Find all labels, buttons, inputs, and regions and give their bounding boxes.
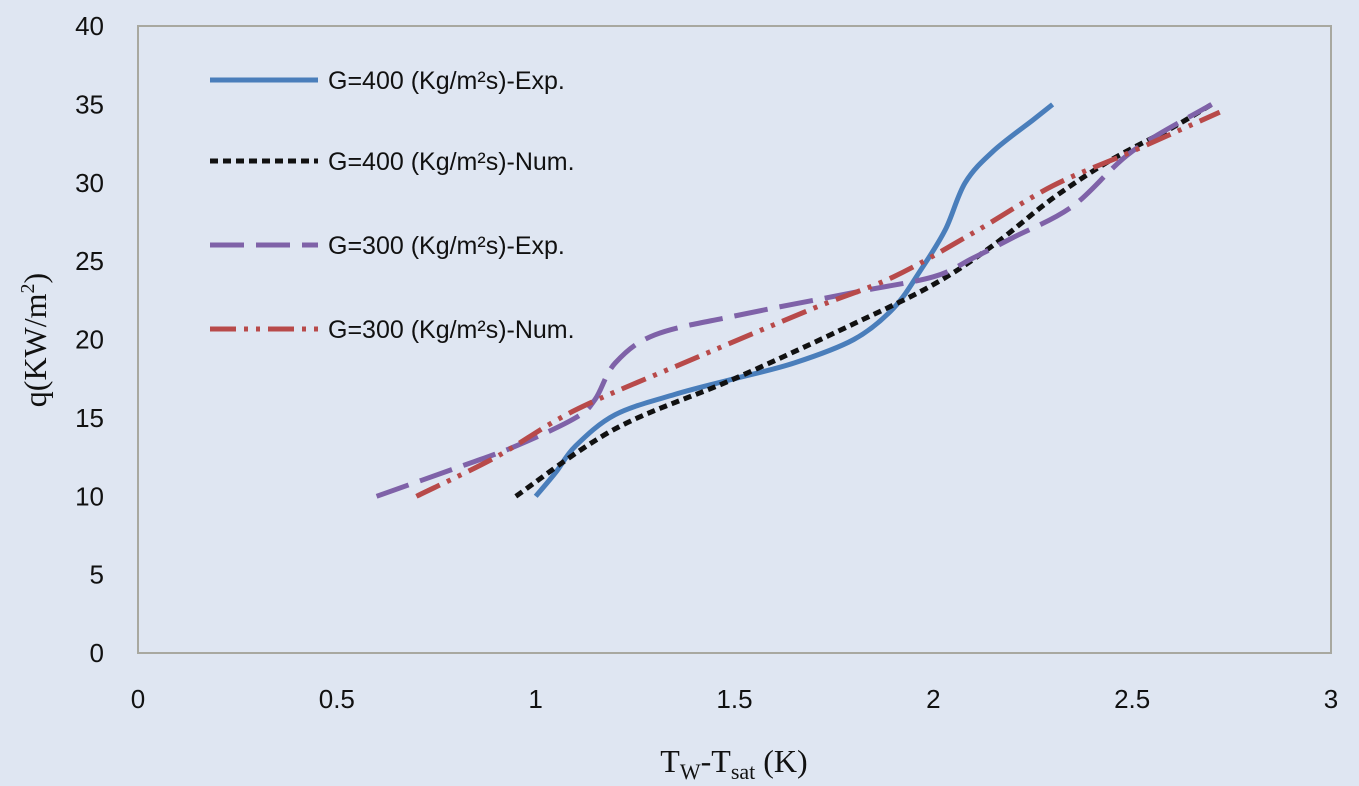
- x-tick-label: 0.5: [319, 684, 355, 714]
- series-line-g300-exp: [375, 102, 1213, 499]
- y-tick-label: 10: [75, 481, 104, 511]
- series-lines: [375, 102, 1221, 499]
- series-line-g300-num: [415, 109, 1221, 499]
- legend: G=400 (Kg/m²s)-Exp. G=400 (Kg/m²s)-Num. …: [210, 67, 575, 344]
- x-tick-label: 2: [926, 684, 940, 714]
- y-tick-label: 30: [75, 168, 104, 198]
- y-tick-label: 40: [75, 11, 104, 41]
- y-axis-title: q(KW/m2): [17, 273, 53, 407]
- y-tick-label: 25: [75, 246, 104, 276]
- y-tick-label: 5: [90, 560, 104, 590]
- legend-label: G=400 (Kg/m²s)-Num.: [328, 148, 575, 176]
- legend-label: G=400 (Kg/m²s)-Exp.: [328, 67, 565, 95]
- x-tick-labels: 0 0.5 1 1.5 2 2.5 3: [131, 684, 1338, 714]
- legend-item-g300-num: G=300 (Kg/m²s)-Num.: [210, 316, 575, 344]
- x-tick-label: 1: [528, 684, 542, 714]
- legend-item-g400-exp: G=400 (Kg/m²s)-Exp.: [210, 67, 565, 95]
- y-tick-label: 15: [75, 403, 104, 433]
- x-axis-title: TW-Tsat (K): [660, 743, 807, 784]
- x-tick-label: 3: [1324, 684, 1338, 714]
- y-tick-labels: 0 5 10 15 20 25 30 35 40: [75, 11, 104, 668]
- y-tick-label: 35: [75, 89, 104, 119]
- y-tick-label: 20: [75, 325, 104, 355]
- series-line-g400-exp: [533, 102, 1055, 498]
- x-tick-label: 1.5: [716, 684, 752, 714]
- x-tick-label: 2.5: [1114, 684, 1150, 714]
- legend-label: G=300 (Kg/m²s)-Exp.: [328, 232, 565, 260]
- legend-label: G=300 (Kg/m²s)-Num.: [328, 316, 575, 344]
- y-tick-label: 0: [90, 638, 104, 668]
- x-tick-label: 0: [131, 684, 145, 714]
- legend-item-g300-exp: G=300 (Kg/m²s)-Exp.: [210, 232, 565, 260]
- legend-item-g400-num: G=400 (Kg/m²s)-Num.: [210, 148, 575, 176]
